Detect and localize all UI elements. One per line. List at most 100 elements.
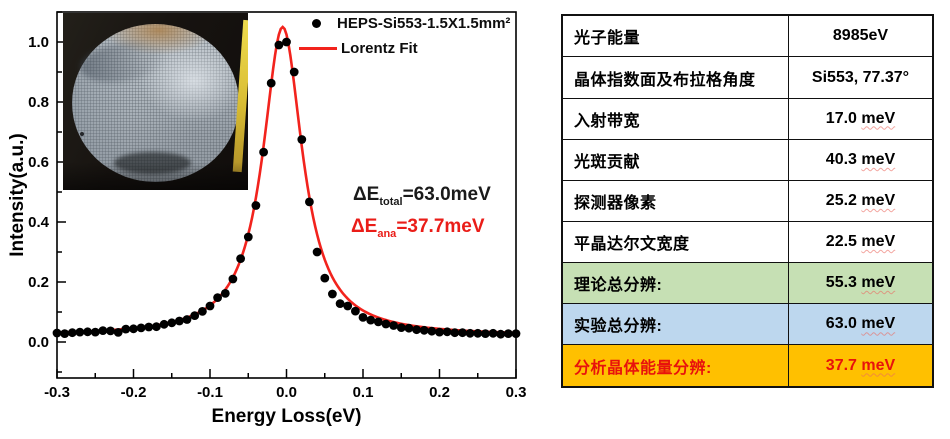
table-label-cell: 分析晶体能量分辨: bbox=[561, 344, 789, 388]
data-point bbox=[90, 327, 100, 337]
table-value: Si553, 77.37° bbox=[811, 68, 910, 86]
x-tick-label: 0.0 bbox=[276, 384, 297, 401]
table-label-cell: 光子能量 bbox=[561, 14, 789, 58]
data-point bbox=[335, 299, 345, 308]
data-point bbox=[496, 329, 506, 339]
data-point bbox=[274, 40, 284, 50]
data-point bbox=[106, 326, 115, 336]
table-value-cell: 17.0 meV bbox=[788, 97, 934, 140]
table-label-cell: 晶体指数面及布拉格角度 bbox=[561, 56, 789, 99]
data-point bbox=[121, 324, 131, 334]
data-point bbox=[98, 326, 108, 335]
y-tick-label: 0.8 bbox=[28, 94, 49, 111]
x-axis-title: Energy Loss(eV) bbox=[211, 406, 362, 427]
data-point bbox=[60, 329, 70, 338]
data-point bbox=[381, 319, 391, 329]
table-value-cell: 63.0 meV bbox=[788, 303, 934, 346]
data-point bbox=[220, 289, 230, 298]
table-value: 25.2 bbox=[825, 191, 857, 209]
data-point bbox=[289, 67, 299, 77]
resolution-table: 光子能量 8985eV 晶体指数面及布拉格角度 Si553, 77.37° 入射带宽 17… bbox=[561, 14, 934, 388]
data-point bbox=[198, 307, 207, 316]
y-axis-title: Intensity(a.u.) bbox=[7, 133, 28, 257]
data-point bbox=[511, 329, 521, 338]
data-point bbox=[396, 323, 406, 332]
table-value-unit: meV bbox=[861, 109, 896, 127]
table-value-cell: 22.5 meV bbox=[788, 221, 934, 264]
table-label-cell: 入射带宽 bbox=[561, 97, 789, 140]
data-point bbox=[213, 293, 223, 302]
y-tick-label: 0.6 bbox=[28, 154, 49, 171]
table-row: 平晶达尔文宽度 22.5 meV bbox=[561, 221, 934, 264]
table-value-unit: meV bbox=[861, 274, 896, 292]
data-point bbox=[228, 274, 238, 284]
table-value: 63.0 bbox=[825, 315, 857, 333]
data-point bbox=[412, 325, 421, 335]
data-point bbox=[389, 321, 398, 330]
data-point bbox=[465, 328, 475, 338]
data-point bbox=[305, 197, 314, 207]
table-row: 理论总分辨: 55.3 meV bbox=[561, 262, 934, 305]
data-point bbox=[167, 318, 177, 328]
chart-svg: -0.3 -0.2 -0.1 0.0 0.1 0.2 0.3 0.0 0.2 0.4 0.6 0.8 1… bbox=[28, 11, 527, 401]
data-point bbox=[205, 301, 215, 311]
data-point bbox=[297, 135, 307, 144]
x-tick-label: 0.2 bbox=[429, 384, 450, 401]
data-point bbox=[488, 328, 498, 338]
data-point bbox=[435, 327, 444, 337]
data-point bbox=[366, 315, 376, 325]
data-point bbox=[75, 327, 85, 337]
data-point bbox=[113, 328, 123, 337]
data-point bbox=[343, 301, 353, 311]
table-label-cell: 光斑贡献 bbox=[561, 138, 789, 181]
chart-panel: -0.3 -0.2 -0.1 0.0 0.1 0.2 0.3 0.0 0.2 0.4 0.6 0.8 1… bbox=[0, 0, 548, 439]
annotation-subscript: ana bbox=[377, 227, 397, 240]
table-value-cell: 37.7 meV bbox=[788, 344, 934, 388]
table-value-unit: meV bbox=[861, 356, 896, 374]
data-point bbox=[266, 78, 276, 88]
table-value: 40.3 bbox=[825, 150, 857, 168]
wafer-photo-inset bbox=[63, 13, 248, 190]
y-tick-label: 1.0 bbox=[28, 34, 49, 51]
data-point bbox=[259, 147, 268, 157]
data-point bbox=[458, 328, 467, 338]
data-point bbox=[450, 328, 460, 338]
table-label-cell: 理论总分辨: bbox=[561, 262, 789, 305]
table-value-unit: meV bbox=[861, 150, 896, 168]
table-label-cell: 实验总分辨: bbox=[561, 303, 789, 346]
legend-item: Lorentz Fit bbox=[299, 38, 510, 58]
line-icon bbox=[299, 46, 337, 50]
table-row: 晶体指数面及布拉格角度 Si553, 77.37° bbox=[561, 56, 934, 99]
table-value-cell: Si553, 77.37° bbox=[788, 56, 934, 99]
data-point bbox=[67, 328, 77, 338]
x-tick-label: -0.1 bbox=[197, 384, 223, 401]
data-point bbox=[320, 273, 330, 283]
data-point bbox=[243, 232, 253, 242]
table-row: 实验总分辨: 63.0 meV bbox=[561, 303, 934, 346]
data-point bbox=[152, 322, 161, 332]
data-point bbox=[442, 327, 452, 337]
data-point bbox=[236, 254, 246, 263]
table-value-cell: 40.3 meV bbox=[788, 138, 934, 181]
legend-label: Lorentz Fit bbox=[341, 39, 418, 57]
data-point bbox=[473, 328, 483, 338]
y-tick-label: 0.0 bbox=[28, 334, 49, 351]
table-row: 探测器像素 25.2 meV bbox=[561, 179, 934, 223]
data-point bbox=[358, 313, 368, 322]
table-value: 55.3 bbox=[825, 274, 857, 292]
data-point bbox=[328, 289, 337, 299]
data-point bbox=[83, 327, 92, 337]
chart-legend: HEPS-Si553-1.5X1.5mm² Lorentz Fit bbox=[299, 13, 510, 63]
x-tick-label: -0.2 bbox=[121, 384, 147, 401]
data-point bbox=[373, 317, 383, 327]
x-tick-label: 0.3 bbox=[506, 384, 527, 401]
data-point bbox=[182, 315, 192, 324]
annotation-value: =63.0meV bbox=[402, 184, 491, 205]
data-point bbox=[404, 323, 414, 333]
table-label-cell: 平晶达尔文宽度 bbox=[561, 221, 789, 264]
table-value-unit: meV bbox=[861, 315, 896, 333]
wafer-speck bbox=[80, 132, 84, 136]
table-value: 22.5 bbox=[825, 233, 857, 251]
annotation-value: =37.7meV bbox=[396, 216, 485, 237]
delta-e-total-annotation: ΔEtotal=63.0meV bbox=[353, 184, 491, 208]
